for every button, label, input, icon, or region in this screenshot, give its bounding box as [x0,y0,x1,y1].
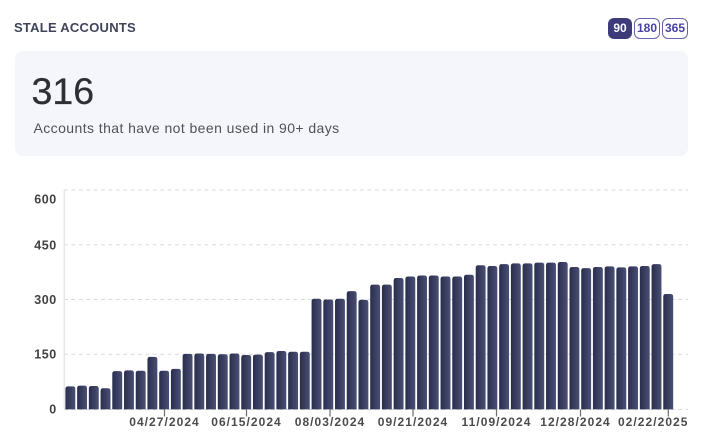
svg-text:0: 0 [49,403,57,417]
svg-text:150: 150 [34,348,57,362]
svg-text:09/21/2024: 09/21/2024 [378,415,449,429]
svg-text:600: 600 [34,192,57,206]
svg-text:02/22/2025: 02/22/2025 [618,415,689,429]
svg-text:04/27/2024: 04/27/2024 [129,415,200,429]
svg-text:12/28/2024: 12/28/2024 [540,415,611,429]
svg-text:11/09/2024: 11/09/2024 [462,415,532,429]
svg-text:06/15/2024: 06/15/2024 [211,415,282,429]
svg-text:08/03/2024: 08/03/2024 [295,415,366,429]
svg-text:300: 300 [34,293,57,307]
svg-text:450: 450 [34,238,57,252]
